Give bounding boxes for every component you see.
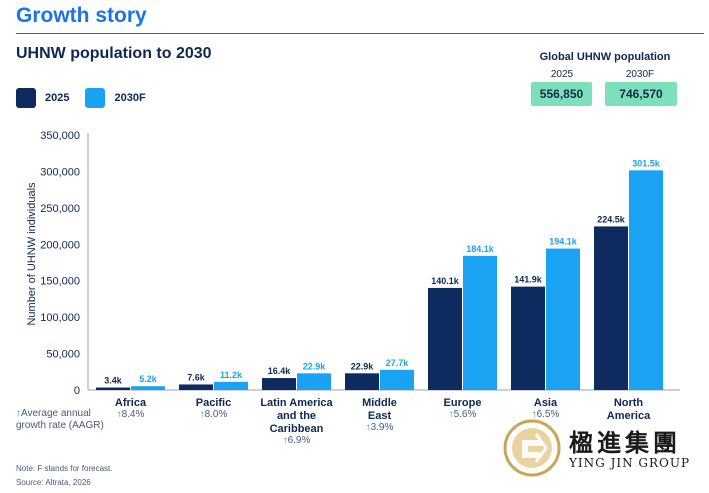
x-category-label: East — [368, 410, 392, 422]
aagr-note: ↑Average annual growth rate (AAGR) — [16, 408, 116, 432]
growth-rate-value: 5.6% — [454, 409, 477, 420]
page-title: Growth story — [16, 4, 147, 27]
global-value-2025: 556,850 — [531, 82, 592, 106]
footnote-source: Source: Altrata, 2026 — [16, 478, 91, 487]
y-tick-label: 0 — [74, 385, 80, 397]
growth-arrow-icon: ↑ — [449, 409, 454, 420]
legend-swatch-2030f — [85, 88, 106, 108]
legend-item-2025: 2025 — [16, 88, 69, 108]
bar-2025 — [511, 286, 545, 390]
chart-legend: 2025 2030F — [16, 88, 162, 108]
growth-rate-label: ↑6.5% — [532, 409, 560, 420]
x-category-label: America — [607, 410, 651, 422]
growth-rate-label: ↑5.6% — [449, 409, 477, 420]
x-category-label: Africa — [115, 397, 147, 409]
growth-arrow-icon: ↑ — [283, 435, 288, 446]
title-divider — [16, 33, 704, 34]
aagr-note-text: Average annual growth rate (AAGR) — [16, 408, 104, 431]
bar-2025 — [594, 226, 628, 390]
global-year-2030f: 2030F — [625, 69, 655, 80]
growth-rate-value: 8.4% — [122, 409, 145, 420]
y-tick-label: 100,000 — [40, 312, 80, 324]
growth-rate-value: 6.9% — [288, 435, 311, 446]
global-value-2030f: 746,570 — [605, 82, 677, 106]
data-label-2025: 3.4k — [104, 376, 123, 386]
growth-rate-label: ↑3.9% — [366, 422, 394, 433]
ying-jin-logo-icon — [503, 419, 561, 477]
footnote-forecast: Note: F stands for forecast. — [16, 464, 113, 473]
y-tick-label: 150,000 — [40, 276, 80, 288]
bar-2025 — [96, 387, 130, 390]
data-label-2025: 141.9k — [514, 275, 543, 285]
bar-2030f — [131, 386, 165, 390]
x-category-label: and the — [277, 410, 316, 422]
x-category-label: Europe — [444, 397, 482, 409]
x-category-label: Middle — [362, 397, 397, 409]
bar-2030f — [297, 373, 331, 390]
growth-arrow-icon: ↑ — [117, 409, 122, 420]
bar-2025 — [428, 287, 462, 390]
legend-swatch-2025 — [16, 88, 36, 108]
growth-arrow-icon: ↑ — [532, 409, 537, 420]
bar-2030f — [463, 255, 497, 390]
growth-rate-value: 6.5% — [537, 409, 560, 420]
y-tick-label: 50,000 — [46, 349, 80, 361]
legend-label-2030f: 2030F — [114, 92, 146, 104]
data-label-2030f: 27.7k — [386, 358, 410, 368]
x-category-label: North — [614, 397, 644, 409]
bar-2025 — [345, 373, 379, 390]
growth-arrow-icon: ↑ — [16, 408, 21, 419]
brand-name-english: YING JIN GROUP — [569, 456, 691, 470]
x-category-label: Asia — [534, 397, 558, 409]
brand-name-chinese: 楹進集團 — [569, 428, 681, 457]
bar-2030f — [546, 248, 580, 390]
growth-rate-value: 3.9% — [371, 422, 394, 433]
y-tick-label: 250,000 — [40, 203, 80, 215]
y-tick-label: 200,000 — [40, 239, 80, 251]
bar-2030f — [629, 170, 663, 390]
data-label-2030f: 22.9k — [303, 361, 327, 371]
bar-2025 — [179, 384, 213, 390]
x-category-label: Latin America — [260, 397, 333, 409]
bar-2030f — [380, 369, 414, 390]
y-tick-label: 300,000 — [40, 166, 80, 178]
growth-arrow-icon: ↑ — [200, 409, 205, 420]
growth-rate-value: 8.0% — [205, 409, 228, 420]
y-tick-label: 350,000 — [40, 130, 80, 142]
global-year-2025: 2025 — [550, 69, 574, 80]
bar-2025 — [262, 378, 296, 390]
global-population-title: Global UHNW population — [539, 51, 671, 63]
data-label-2030f: 301.5k — [632, 158, 661, 168]
data-label-2025: 22.9k — [351, 361, 375, 371]
growth-rate-label: ↑8.4% — [117, 409, 145, 420]
growth-rate-label: ↑6.9% — [283, 435, 311, 446]
growth-arrow-icon: ↑ — [366, 422, 371, 433]
data-label-2025: 7.6k — [187, 372, 206, 382]
data-label-2030f: 194.1k — [549, 237, 578, 247]
growth-rate-label: ↑8.0% — [200, 409, 228, 420]
data-label-2025: 224.5k — [597, 214, 626, 224]
x-category-label: Caribbean — [270, 423, 324, 435]
data-label-2025: 140.1k — [431, 276, 460, 286]
x-category-label: Pacific — [196, 397, 231, 409]
data-label-2030f: 184.1k — [466, 244, 495, 254]
data-label-2030f: 5.2k — [139, 374, 158, 384]
bar-2030f — [214, 381, 248, 390]
legend-label-2025: 2025 — [45, 92, 70, 104]
legend-item-2030f: 2030F — [85, 88, 146, 108]
chart-title: UHNW population to 2030 — [16, 45, 212, 62]
data-label-2025: 16.4k — [268, 366, 292, 376]
data-label-2030f: 11.2k — [220, 370, 243, 380]
